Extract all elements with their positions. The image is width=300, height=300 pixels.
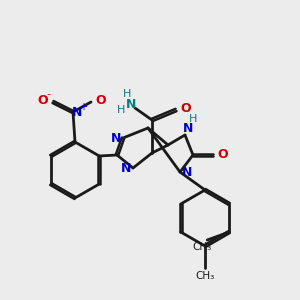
- Text: N: N: [182, 166, 192, 178]
- Text: H: H: [189, 114, 197, 124]
- Text: N: N: [126, 98, 136, 110]
- Text: O: O: [38, 94, 48, 106]
- Text: CH₃: CH₃: [193, 242, 212, 252]
- Text: H: H: [117, 105, 125, 115]
- Text: O: O: [218, 148, 228, 161]
- Text: N: N: [121, 161, 131, 175]
- Text: CH₃: CH₃: [195, 271, 214, 281]
- Text: N: N: [183, 122, 193, 136]
- Text: O: O: [181, 101, 191, 115]
- Text: -: -: [46, 89, 50, 99]
- Text: N: N: [72, 106, 82, 118]
- Text: O: O: [96, 94, 106, 106]
- Text: H: H: [123, 89, 131, 99]
- Text: +: +: [79, 102, 87, 112]
- Text: N: N: [111, 131, 121, 145]
